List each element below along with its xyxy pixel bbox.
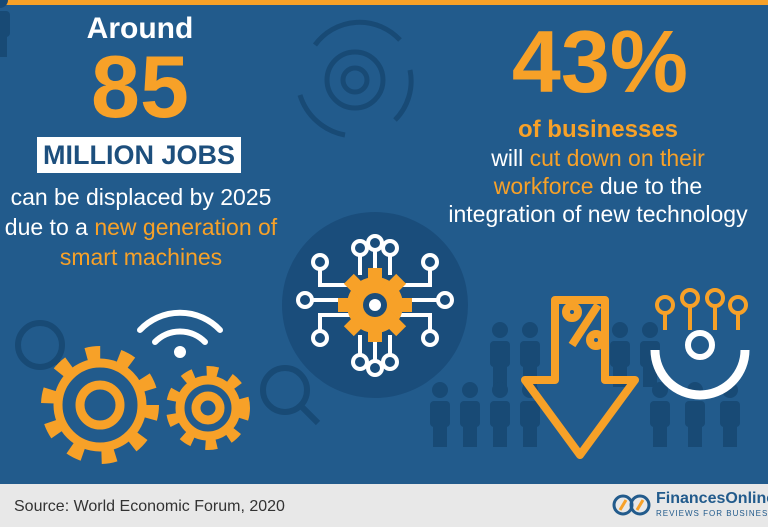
- left-paragraph: can be displaced by 2025 due to a new ge…: [0, 182, 282, 272]
- unit-label: MILLION JOBS: [37, 137, 241, 173]
- brand-tagline: REVIEWS FOR BUSINESS: [656, 509, 768, 518]
- big-number: 85: [91, 37, 189, 136]
- intro: Around: [86, 12, 194, 45]
- right-paragraph: of businesses will cut down on their wor…: [448, 116, 748, 228]
- percent-arrow-icon: [521, 296, 639, 459]
- faint-gear: [297, 19, 414, 138]
- chip-gear-icon: [296, 234, 454, 377]
- wifi-icon: [137, 309, 223, 358]
- brand-logo: [612, 494, 651, 516]
- gears-icon: [41, 346, 250, 464]
- left-highlight: new generation of smart machines: [59, 214, 278, 270]
- people-silhouettes: [0, 0, 740, 447]
- right-text-2: due to the integration of new technology: [448, 173, 748, 227]
- source: Source: World Economic Forum, 2020: [14, 498, 285, 515]
- brand-name: FinancesOnline: [656, 490, 768, 507]
- right-text-1: will: [491, 145, 524, 171]
- faint-magnifiers: [15, 320, 321, 426]
- top-stripe: [0, 0, 768, 5]
- small-gear-icon: [650, 288, 750, 400]
- percent-number: 43%: [511, 12, 689, 111]
- right-highlight: cut down on their workforce: [493, 145, 705, 199]
- left-text: can be displaced by 2025 due to a: [4, 184, 272, 240]
- right-subject: of businesses: [517, 116, 679, 143]
